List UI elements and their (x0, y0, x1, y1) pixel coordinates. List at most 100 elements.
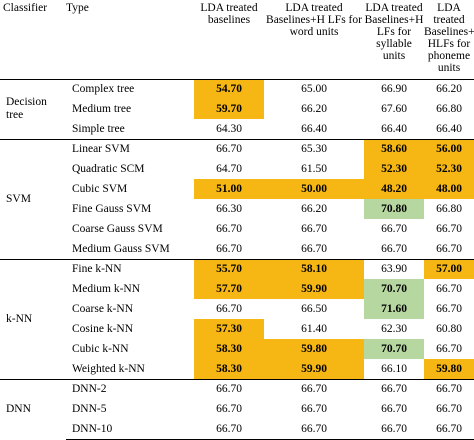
header-lda-phoneme-units: LDA treated Baselines+ HLFs for phoneme … (424, 2, 474, 74)
accuracy-cell: 66.70 (264, 378, 364, 399)
classifier-type-cell: Coarse k-NN (72, 303, 133, 315)
header-type: Type (66, 2, 89, 14)
accuracy-cell: 55.70 (194, 258, 264, 279)
accuracy-cell: 70.70 (364, 279, 424, 299)
classifier-type-cell: Weighted k-NN (72, 362, 145, 375)
accuracy-cell: 66.70 (194, 378, 264, 399)
accuracy-cell: 65.00 (264, 78, 364, 99)
table-row: Cubic k-NN 58.30 59.80 70.70 66.70 (0, 339, 474, 359)
table-row: k-NN Fine k-NN 55.70 58.10 63.90 57.00 (0, 258, 474, 379)
accuracy-cell: 67.60 (381, 103, 407, 115)
accuracy-cell: 66.70 (364, 378, 424, 399)
accuracy-cell: 66.70 (194, 138, 264, 159)
accuracy-cell: 66.20 (424, 78, 474, 99)
accuracy-cell: 66.70 (381, 403, 407, 415)
classifier-type-cell: Linear SVM (66, 138, 194, 159)
accuracy-cell: 66.40 (436, 122, 462, 135)
accuracy-cell: 66.70 (436, 242, 462, 255)
accuracy-cell: 50.00 (264, 179, 364, 199)
accuracy-cell: 59.70 (194, 99, 264, 119)
classifier-type-cell: Medium Gauss SVM (72, 242, 170, 255)
accuracy-cell: 66.70 (194, 419, 264, 440)
accuracy-cell: 62.30 (381, 323, 407, 335)
table-row: Cosine k-NN 57.30 61.40 62.30 60.80 (0, 319, 474, 339)
table-row: Medium tree 59.70 66.20 67.60 66.80 (0, 99, 474, 119)
classifier-type-cell: Medium k-NN (72, 283, 141, 295)
header-classifier: Classifier (3, 2, 48, 14)
classifier-type-cell: Fine k-NN (66, 258, 194, 279)
header-lda-baselines: LDA treated baselines (200, 2, 258, 26)
table-row: DNN-5 66.70 66.70 66.70 66.70 (0, 399, 474, 419)
classifier-type-cell: Cubic SVM (72, 183, 128, 195)
accuracy-cell: 66.70 (436, 283, 462, 295)
table-row: Medium Gauss SVM 66.70 66.70 66.70 66.70 (0, 239, 474, 259)
accuracy-cell: 64.30 (216, 122, 242, 135)
accuracy-cell: 66.70 (424, 419, 474, 440)
accuracy-cell: 70.80 (364, 199, 424, 219)
accuracy-cell: 66.70 (436, 343, 462, 355)
classifier-type-cell: Medium tree (72, 103, 132, 115)
accuracy-cell: 64.70 (216, 163, 242, 175)
classifier-group-label: k-NN (0, 258, 66, 379)
table-row: Simple tree 64.30 66.40 66.40 66.40 (0, 119, 474, 139)
accuracy-cell: 58.30 (194, 359, 264, 379)
accuracy-cell: 66.70 (216, 242, 242, 255)
table-row: Quadratic SCM 64.70 61.50 52.30 52.30 (0, 159, 474, 179)
accuracy-cell: 56.00 (424, 138, 474, 159)
classifier-type-cell: Cubic k-NN (72, 343, 129, 355)
accuracy-cell: 70.70 (364, 339, 424, 359)
classifier-type-cell: Complex tree (66, 78, 194, 99)
accuracy-cell: 48.20 (364, 179, 424, 199)
classifier-type-cell: Coarse Gauss SVM (72, 223, 163, 235)
accuracy-cell: 61.40 (301, 323, 327, 335)
classifier-type-cell: Simple tree (72, 122, 125, 135)
classifier-group-label: Decision tree (0, 78, 66, 139)
classifier-type-cell: Fine Gauss SVM (72, 203, 152, 215)
accuracy-cell: 66.30 (216, 203, 242, 215)
accuracy-cell: 59.90 (264, 359, 364, 379)
accuracy-cell: 66.70 (436, 403, 462, 415)
classifier-type-cell: Cosine k-NN (72, 323, 134, 335)
accuracy-cell: 57.70 (194, 279, 264, 299)
header-lda-syllable-units: LDA treated Baselines+H LFs for syllable… (364, 2, 424, 62)
accuracy-cell: 66.20 (301, 103, 327, 115)
accuracy-cell: 58.30 (194, 339, 264, 359)
accuracy-cell: 66.70 (364, 419, 424, 440)
accuracy-cell: 66.40 (301, 122, 327, 135)
accuracy-cell: 71.60 (364, 299, 424, 319)
accuracy-cell: 66.70 (216, 403, 242, 415)
accuracy-cell: 63.90 (364, 258, 424, 279)
accuracy-cell: 52.30 (364, 159, 424, 179)
classifier-type-cell: DNN-5 (72, 403, 107, 415)
accuracy-cell: 65.30 (264, 138, 364, 159)
table-row: Weighted k-NN 58.30 59.90 66.10 59.80 (0, 359, 474, 379)
table-row: SVM Linear SVM 66.70 65.30 58.60 56.00 (0, 138, 474, 259)
accuracy-cell: 61.50 (301, 163, 327, 175)
accuracy-cell: 66.70 (301, 223, 327, 235)
accuracy-cell: 66.20 (301, 203, 327, 215)
accuracy-cell: 58.10 (264, 258, 364, 279)
table-row: Coarse k-NN 66.70 66.50 71.60 66.70 (0, 299, 474, 319)
accuracy-cell: 48.00 (424, 179, 474, 199)
table-row: Medium k-NN 57.70 59.90 70.70 66.70 (0, 279, 474, 299)
accuracy-cell: 58.60 (364, 138, 424, 159)
accuracy-cell: 66.70 (216, 223, 242, 235)
table-row: Fine Gauss SVM 66.30 66.20 70.80 66.80 (0, 199, 474, 219)
accuracy-cell: 60.80 (436, 323, 462, 335)
table-row: Cubic SVM 51.00 50.00 48.20 48.00 (0, 179, 474, 199)
accuracy-cell: 54.70 (194, 78, 264, 99)
accuracy-cell: 66.70 (216, 303, 242, 315)
classifier-type-cell: Quadratic SCM (72, 163, 145, 175)
classifier-type-cell: DNN-2 (66, 378, 194, 399)
accuracy-cell: 59.90 (264, 279, 364, 299)
results-body: Decision tree Complex tree 54.70 65.00 66.90… (0, 78, 474, 440)
accuracy-cell: 66.70 (436, 223, 462, 235)
accuracy-cell: 66.70 (381, 242, 407, 255)
accuracy-cell: 59.80 (264, 339, 364, 359)
accuracy-cell: 66.80 (436, 103, 462, 115)
table-row: Coarse Gauss SVM 66.70 66.70 66.70 66.70 (0, 219, 474, 239)
accuracy-cell: 66.80 (436, 203, 462, 215)
accuracy-cell: 66.90 (364, 78, 424, 99)
